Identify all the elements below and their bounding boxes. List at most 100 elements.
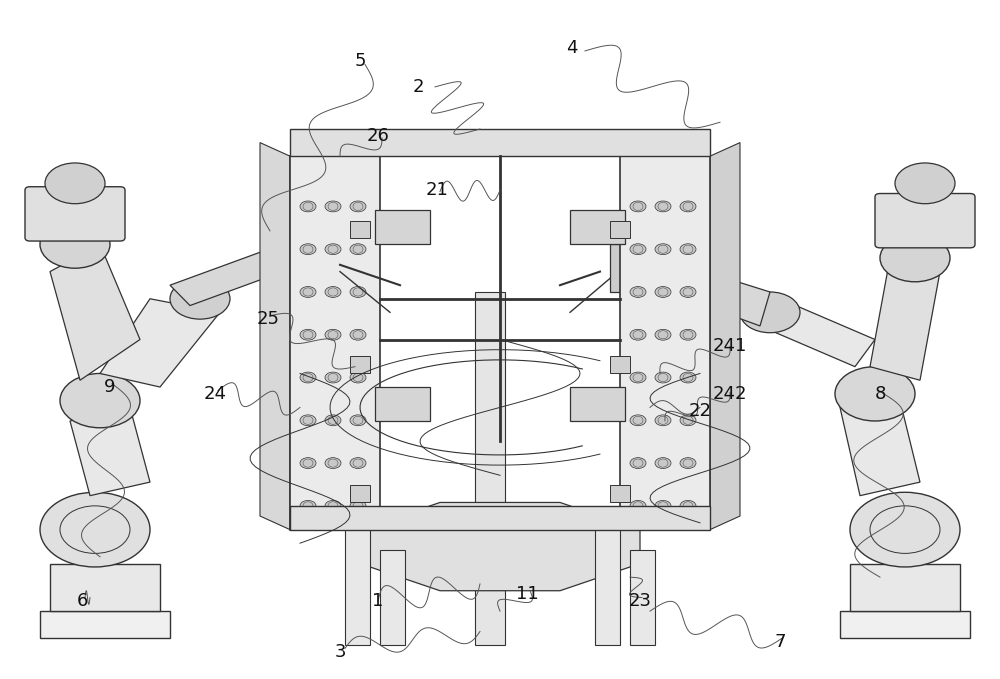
Ellipse shape [655, 287, 671, 297]
Ellipse shape [680, 415, 696, 426]
Ellipse shape [630, 458, 646, 469]
Ellipse shape [350, 201, 366, 212]
FancyBboxPatch shape [630, 550, 655, 645]
Ellipse shape [300, 458, 316, 469]
FancyBboxPatch shape [570, 210, 625, 244]
Ellipse shape [630, 201, 646, 212]
Ellipse shape [630, 415, 646, 426]
Ellipse shape [680, 500, 696, 511]
Ellipse shape [630, 329, 646, 340]
FancyBboxPatch shape [375, 387, 430, 421]
Polygon shape [360, 502, 640, 591]
Ellipse shape [325, 500, 341, 511]
Ellipse shape [655, 372, 671, 383]
Text: 22: 22 [688, 402, 712, 420]
Text: 2: 2 [412, 78, 424, 96]
Ellipse shape [895, 163, 955, 204]
Ellipse shape [655, 458, 671, 469]
Ellipse shape [350, 500, 366, 511]
Ellipse shape [680, 458, 696, 469]
Text: 26: 26 [367, 127, 389, 145]
FancyBboxPatch shape [25, 187, 125, 241]
Polygon shape [50, 244, 140, 380]
FancyBboxPatch shape [350, 356, 370, 373]
Ellipse shape [630, 287, 646, 297]
Polygon shape [870, 258, 940, 380]
Ellipse shape [300, 329, 316, 340]
Polygon shape [760, 299, 875, 367]
Ellipse shape [350, 244, 366, 255]
Text: 25: 25 [256, 310, 280, 328]
FancyBboxPatch shape [290, 506, 710, 530]
Ellipse shape [655, 244, 671, 255]
Ellipse shape [655, 500, 671, 511]
FancyBboxPatch shape [380, 550, 405, 645]
FancyBboxPatch shape [610, 356, 630, 373]
Ellipse shape [350, 287, 366, 297]
FancyBboxPatch shape [290, 129, 710, 156]
Ellipse shape [300, 201, 316, 212]
Ellipse shape [45, 163, 105, 204]
Ellipse shape [630, 372, 646, 383]
Ellipse shape [300, 287, 316, 297]
Ellipse shape [680, 287, 696, 297]
Text: 242: 242 [713, 385, 747, 403]
Text: 1: 1 [372, 592, 384, 610]
Ellipse shape [325, 287, 341, 297]
Ellipse shape [350, 372, 366, 383]
FancyBboxPatch shape [345, 523, 370, 645]
Text: 11: 11 [516, 585, 538, 603]
Ellipse shape [680, 329, 696, 340]
Ellipse shape [300, 372, 316, 383]
Text: 7: 7 [774, 633, 786, 650]
Ellipse shape [325, 244, 341, 255]
Polygon shape [840, 401, 920, 496]
Text: 9: 9 [104, 378, 116, 396]
Polygon shape [260, 143, 290, 530]
Ellipse shape [60, 373, 140, 428]
Ellipse shape [350, 329, 366, 340]
Ellipse shape [350, 458, 366, 469]
FancyBboxPatch shape [350, 485, 370, 502]
Ellipse shape [835, 367, 915, 421]
Polygon shape [630, 251, 770, 326]
FancyBboxPatch shape [840, 611, 970, 638]
Ellipse shape [170, 278, 230, 319]
FancyBboxPatch shape [610, 244, 660, 292]
Text: 6: 6 [76, 592, 88, 610]
Ellipse shape [325, 415, 341, 426]
Text: 8: 8 [874, 385, 886, 403]
FancyBboxPatch shape [850, 564, 960, 611]
Ellipse shape [325, 372, 341, 383]
Ellipse shape [300, 500, 316, 511]
Text: 3: 3 [334, 643, 346, 661]
Ellipse shape [300, 415, 316, 426]
Text: 241: 241 [713, 337, 747, 355]
FancyBboxPatch shape [290, 156, 380, 530]
FancyBboxPatch shape [280, 231, 340, 278]
Ellipse shape [350, 415, 366, 426]
Ellipse shape [40, 492, 150, 567]
Ellipse shape [325, 329, 341, 340]
Ellipse shape [300, 244, 316, 255]
Ellipse shape [655, 201, 671, 212]
Ellipse shape [630, 244, 646, 255]
FancyBboxPatch shape [475, 292, 505, 645]
FancyBboxPatch shape [50, 564, 160, 611]
FancyBboxPatch shape [570, 387, 625, 421]
Ellipse shape [40, 221, 110, 268]
Ellipse shape [630, 500, 646, 511]
Text: 24: 24 [204, 385, 226, 403]
Ellipse shape [880, 234, 950, 282]
FancyBboxPatch shape [875, 194, 975, 248]
Ellipse shape [680, 201, 696, 212]
Polygon shape [100, 299, 220, 387]
Ellipse shape [740, 292, 800, 333]
FancyBboxPatch shape [595, 523, 620, 645]
Ellipse shape [680, 372, 696, 383]
Text: 4: 4 [566, 39, 578, 56]
FancyBboxPatch shape [375, 210, 430, 244]
FancyBboxPatch shape [610, 485, 630, 502]
Ellipse shape [655, 415, 671, 426]
Text: 21: 21 [426, 181, 448, 199]
